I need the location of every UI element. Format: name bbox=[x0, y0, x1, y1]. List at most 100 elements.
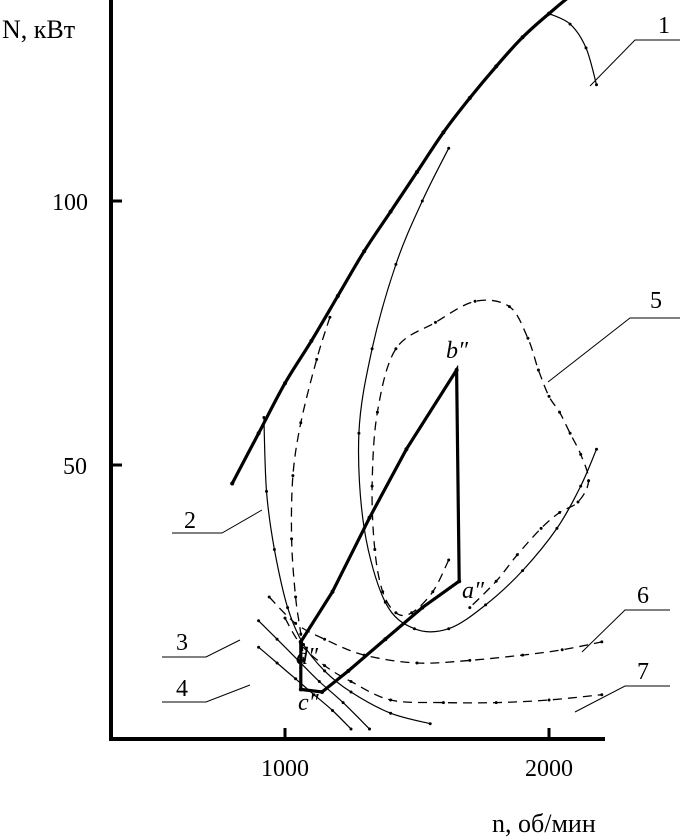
data-point-1-1-2 bbox=[394, 262, 398, 266]
data-point-1-1-11 bbox=[555, 526, 559, 530]
callout-label-4: 4 bbox=[176, 676, 188, 702]
data-point-5-4-8 bbox=[394, 347, 398, 351]
data-point-5-4-2 bbox=[410, 611, 414, 615]
callout-label-1: 1 bbox=[658, 13, 670, 39]
x-tick-label-1000: 1000 bbox=[261, 756, 309, 782]
data-point-3-6-3 bbox=[317, 680, 321, 683]
data-point-4-7-0 bbox=[257, 645, 261, 649]
data-point-2-5-5 bbox=[323, 669, 327, 673]
series-curve-1-0 bbox=[230, 0, 568, 485]
y-tick-label-100: 100 bbox=[52, 190, 88, 216]
data-point-5-3-6 bbox=[299, 632, 303, 636]
data-point-1-0-11 bbox=[520, 35, 525, 40]
data-point-1-1-0 bbox=[447, 146, 451, 150]
data-point-5-4-12 bbox=[526, 336, 530, 340]
data-point-1-0-10 bbox=[494, 64, 499, 69]
data-point-4-7-1 bbox=[275, 661, 279, 665]
data-point-5-4-13 bbox=[536, 368, 540, 372]
data-point-5-4-6 bbox=[370, 484, 374, 488]
data-point-5-3-4 bbox=[290, 537, 294, 541]
series-curve-2-5 bbox=[263, 417, 431, 725]
data-point-5-4-5 bbox=[373, 548, 377, 551]
data-point-1-1-7 bbox=[412, 627, 416, 631]
series-curve-1-2 bbox=[548, 13, 598, 85]
callout-leader-1 bbox=[589, 39, 680, 87]
callout-leader-6 bbox=[581, 609, 670, 653]
data-point-5-4-9 bbox=[434, 320, 437, 324]
data-point-1-1-8 bbox=[447, 627, 451, 631]
data-point-5-4-11 bbox=[507, 305, 511, 309]
data-point-1-1-4 bbox=[357, 431, 361, 435]
data-point-2-5-7 bbox=[389, 711, 393, 715]
curves-layer bbox=[230, 0, 604, 731]
data-point-5-4-14 bbox=[547, 394, 551, 398]
callout-label-5: 5 bbox=[650, 288, 662, 314]
data-point-1-0-5 bbox=[362, 249, 367, 254]
data-point-6-8-6 bbox=[521, 653, 525, 657]
data-point-7-9-2 bbox=[323, 664, 327, 668]
data-point-6-8-8 bbox=[600, 640, 604, 644]
data-point-6-8-7 bbox=[560, 648, 564, 652]
data-point-7-9-6 bbox=[494, 701, 498, 705]
data-point-3-6-4 bbox=[341, 701, 345, 705]
data-point-1-1-10 bbox=[521, 569, 525, 573]
data-point-cycle-10-5 bbox=[457, 579, 462, 584]
data-point-2-5-0 bbox=[262, 416, 266, 419]
x-tick-label-2000: 2000 bbox=[525, 756, 573, 782]
data-point-cycle-10-3 bbox=[404, 447, 409, 452]
data-point-1-0-4 bbox=[335, 294, 340, 298]
data-point-5-4-0 bbox=[447, 558, 451, 562]
data-point-1-0-0 bbox=[230, 481, 235, 486]
data-point-6-8-0 bbox=[267, 595, 271, 599]
data-point-4-7-4 bbox=[331, 709, 334, 712]
data-point-1-2-3 bbox=[595, 83, 598, 87]
data-point-5-4-4 bbox=[381, 590, 385, 594]
data-point-5-4-23 bbox=[494, 579, 498, 583]
data-point-5-4-21 bbox=[539, 526, 543, 530]
data-point-1-0-8 bbox=[441, 130, 446, 135]
data-point-6-8-1 bbox=[294, 621, 298, 625]
point-label-c: c″ bbox=[298, 690, 320, 716]
callout-leader-2 bbox=[172, 509, 263, 534]
data-point-1-1-3 bbox=[370, 347, 374, 351]
series-curve-1-1 bbox=[357, 147, 598, 633]
data-point-5-4-16 bbox=[568, 431, 572, 435]
data-point-1-0-3 bbox=[309, 338, 314, 343]
data-point-1-0-6 bbox=[388, 209, 393, 214]
data-point-2-5-4 bbox=[302, 643, 305, 646]
data-point-5-4-3 bbox=[394, 611, 398, 615]
data-point-1-1-13 bbox=[595, 447, 598, 451]
data-point-cycle-10-4 bbox=[454, 368, 459, 372]
data-point-2-5-8 bbox=[428, 722, 432, 726]
data-point-5-4-10 bbox=[473, 299, 477, 303]
callout-label-2: 2 bbox=[184, 508, 196, 534]
data-point-1-2-1 bbox=[568, 22, 572, 26]
data-point-5-4-20 bbox=[558, 511, 562, 514]
data-point-cycle-10-10 bbox=[298, 687, 303, 692]
data-point-3-6-2 bbox=[296, 658, 300, 662]
data-point-1-0-9 bbox=[467, 96, 472, 100]
data-point-cycle-10-2 bbox=[367, 515, 372, 520]
data-point-5-4-1 bbox=[431, 590, 435, 594]
data-point-1-1-6 bbox=[383, 600, 387, 604]
data-point-5-4-24 bbox=[468, 606, 472, 610]
x-axis-title: n, об/мин bbox=[492, 809, 596, 838]
series-curve-5-4 bbox=[371, 299, 590, 617]
data-point-1-2-2 bbox=[584, 46, 588, 50]
data-point-1-2-0 bbox=[547, 12, 551, 16]
data-point-cycle-10-6 bbox=[420, 605, 425, 610]
data-point-2-5-3 bbox=[286, 606, 290, 610]
data-point-cycle-10-7 bbox=[383, 637, 388, 642]
series-curve-3-6 bbox=[258, 620, 370, 730]
callout-label-3: 3 bbox=[176, 630, 188, 656]
callout-label-7: 7 bbox=[637, 659, 649, 685]
data-point-1-0-7 bbox=[415, 170, 419, 174]
data-point-cycle-10-11 bbox=[298, 639, 303, 644]
callout-label-6: 6 bbox=[637, 583, 649, 609]
data-point-cycle-10-1 bbox=[330, 589, 335, 594]
callout-leader-4 bbox=[162, 684, 251, 703]
data-point-6-8-2 bbox=[323, 637, 327, 641]
data-point-7-9-7 bbox=[547, 698, 551, 702]
data-point-2-5-2 bbox=[272, 548, 276, 551]
